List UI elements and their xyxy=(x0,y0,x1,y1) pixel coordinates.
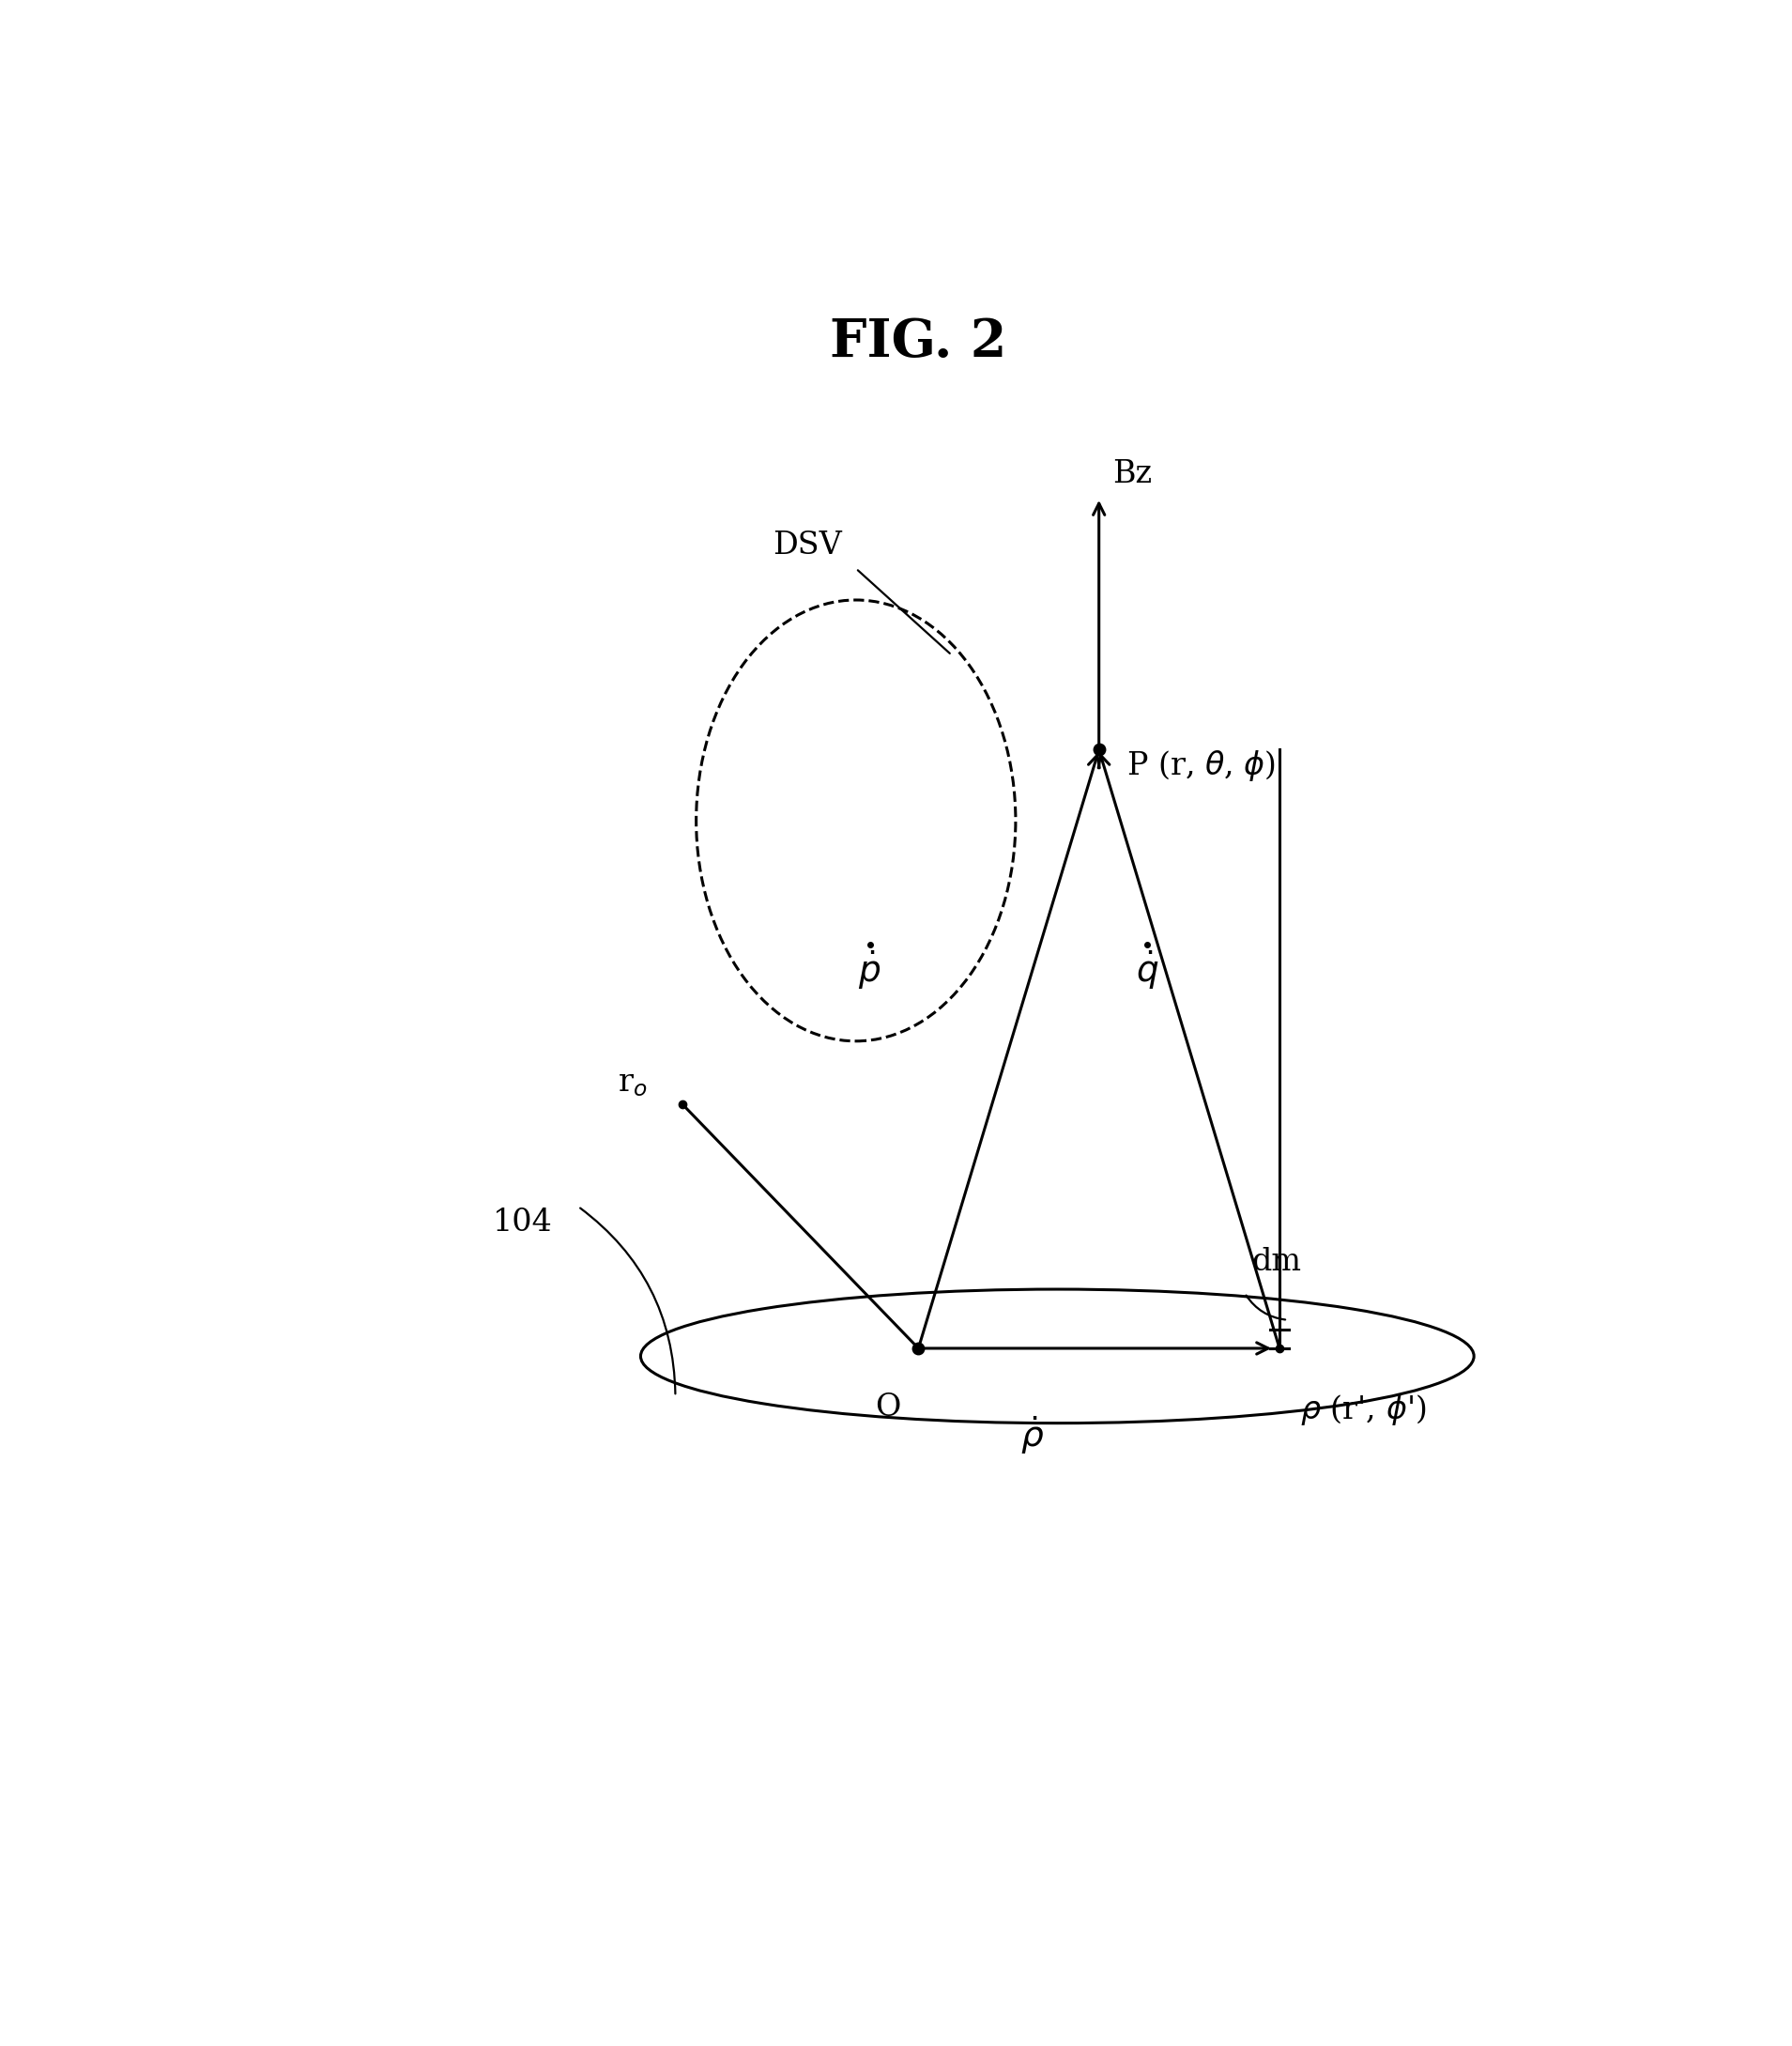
Text: $\dot{q}$: $\dot{q}$ xyxy=(1136,949,1159,992)
Text: Bz: Bz xyxy=(1113,458,1152,489)
Text: $\rho$ (r', $\phi$'): $\rho$ (r', $\phi$') xyxy=(1301,1393,1426,1428)
Text: 104: 104 xyxy=(493,1207,552,1238)
Text: O: O xyxy=(874,1393,900,1422)
Text: $\dot{p}$: $\dot{p}$ xyxy=(858,949,882,992)
Text: FIG. 2: FIG. 2 xyxy=(830,317,1007,368)
Text: P (r, $\theta$, $\phi$): P (r, $\theta$, $\phi$) xyxy=(1127,749,1276,784)
Text: r$_o$: r$_o$ xyxy=(618,1068,647,1099)
Text: dm: dm xyxy=(1251,1246,1301,1277)
Text: DSV: DSV xyxy=(772,530,842,561)
Text: $\dot{\rho}$: $\dot{\rho}$ xyxy=(1020,1414,1045,1457)
